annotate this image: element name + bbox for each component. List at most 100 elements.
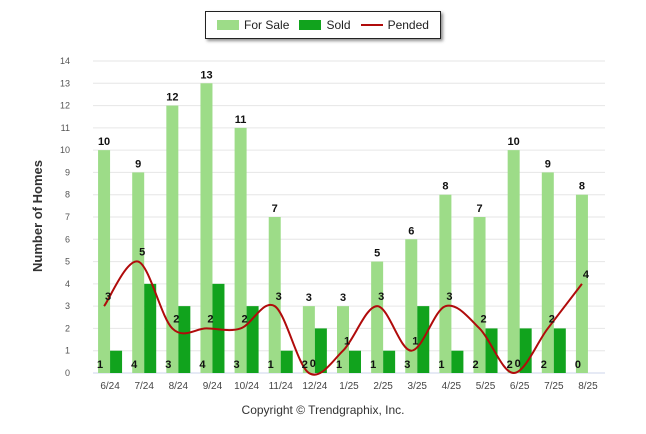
legend-item-sold[interactable]: Sold (299, 18, 351, 32)
pended-swatch (360, 24, 383, 26)
for-sale-bar (200, 83, 213, 374)
x-tick-label: 5/25 (476, 381, 496, 392)
pended-data-label: 1 (412, 336, 418, 348)
for-sale-data-label: 7 (476, 203, 482, 215)
for-sale-data-label: 13 (200, 69, 212, 81)
x-tick-label: 2/25 (373, 381, 393, 392)
x-tick-label: 6/24 (100, 381, 120, 392)
y-tick-label: 7 (65, 212, 70, 222)
pended-data-label: 2 (242, 313, 248, 325)
for-sale-data-label: 5 (374, 248, 380, 260)
y-axis-label: Number of Homes (30, 160, 45, 272)
for-sale-data-label: 3 (306, 292, 312, 304)
for-sale-bar (98, 150, 111, 373)
x-tick-label: 6/25 (510, 381, 530, 392)
pended-data-label: 2 (480, 313, 486, 325)
legend-label-sold: Sold (326, 18, 351, 32)
for-sale-bar (234, 127, 247, 373)
for-sale-bar (371, 261, 384, 373)
x-tick-label: 11/24 (269, 381, 294, 392)
for-sale-data-label: 8 (442, 181, 448, 193)
for-sale-bar (405, 239, 418, 373)
sold-bar (314, 328, 327, 373)
y-tick-label: 5 (65, 257, 70, 267)
sold-data-label: 4 (131, 359, 138, 371)
x-tick-label: 8/24 (169, 381, 189, 392)
sold-data-label: 2 (507, 359, 513, 371)
pended-data-label: 3 (276, 291, 282, 303)
for-sale-data-label: 10 (508, 136, 520, 148)
sold-bar (144, 283, 157, 373)
for-sale-data-label: 9 (545, 158, 551, 170)
for-sale-data-label: 11 (235, 114, 247, 126)
x-axis-ticks: 6/24 7/24 8/24 9/24 10/24 11/24 12/24 1/25 2/25 3… (100, 381, 598, 392)
pended-data-label: 0 (515, 358, 521, 370)
y-tick-label: 10 (60, 145, 70, 155)
for-sale-bars (98, 83, 588, 374)
sold-data-label: 1 (336, 359, 342, 371)
for-sale-data-label: 8 (579, 181, 585, 193)
x-tick-label: 8/25 (578, 381, 598, 392)
for-sale-data-label: 12 (166, 92, 178, 104)
pended-line-group (103, 260, 583, 376)
y-tick-label: 11 (61, 123, 70, 133)
y-tick-label: 13 (60, 78, 70, 88)
x-tick-label: 10/24 (234, 381, 259, 392)
for-sale-bar (166, 105, 179, 374)
x-tick-label: 12/24 (302, 381, 327, 392)
sold-data-label: 4 (199, 359, 206, 371)
for-sale-bar (507, 150, 520, 373)
for-sale-bar (337, 306, 349, 373)
sold-bar (349, 350, 361, 373)
sold-data-label: 1 (370, 359, 376, 371)
sold-data-label: 0 (575, 359, 581, 371)
for-sale-data-label: 10 (98, 136, 110, 148)
pended-data-label: 3 (378, 291, 384, 303)
pended-data-label: 4 (583, 269, 590, 281)
y-tick-label: 9 (65, 167, 70, 177)
for-sale-bar (439, 194, 452, 373)
for-sale-data-label: 6 (408, 225, 414, 237)
y-tick-label: 0 (65, 368, 70, 378)
y-tick-label: 6 (65, 234, 70, 244)
sold-bar (519, 328, 532, 373)
x-tick-label: 4/25 (442, 381, 462, 392)
y-tick-label: 12 (60, 101, 70, 111)
y-tick-label: 1 (65, 346, 70, 356)
for-sale-data-label: 9 (135, 158, 141, 170)
legend-item-for-sale[interactable]: For Sale (217, 18, 289, 32)
y-tick-label: 2 (65, 323, 70, 333)
legend-item-pended[interactable]: Pended (360, 18, 429, 32)
copyright-footer: Copyright © Trendgraphix, Inc. (241, 403, 405, 417)
sold-bar (485, 328, 498, 373)
pended-data-label: 3 (105, 291, 111, 303)
y-tick-label: 3 (65, 301, 70, 311)
pended-data-label: 5 (139, 247, 145, 259)
sold-data-label: 3 (165, 359, 171, 371)
sold-bar (553, 328, 566, 373)
pended-data-label: 1 (344, 336, 350, 348)
for-sale-data-label: 7 (272, 203, 278, 215)
pended-data-label: 2 (549, 313, 555, 325)
pended-data-label: 2 (173, 313, 179, 325)
sold-data-label: 2 (302, 359, 308, 371)
legend: For Sale Sold Pended (205, 11, 441, 39)
sold-data-label: 2 (541, 359, 547, 371)
sold-bar (110, 350, 123, 373)
sold-data-label: 2 (472, 359, 478, 371)
y-tick-label: 8 (65, 190, 70, 200)
legend-label-for-sale: For Sale (244, 18, 290, 32)
sold-bar (280, 350, 293, 373)
sold-data-label: 1 (268, 359, 274, 371)
for-sale-bar (132, 172, 145, 373)
for-sale-bar (541, 172, 554, 373)
sold-bar (383, 350, 396, 373)
sold-data-label: 1 (438, 359, 444, 371)
legend-label-pended: Pended (387, 18, 429, 32)
pended-data-label: 0 (310, 358, 316, 370)
pended-data-label: 2 (207, 313, 213, 325)
for-sale-bar (302, 306, 315, 373)
